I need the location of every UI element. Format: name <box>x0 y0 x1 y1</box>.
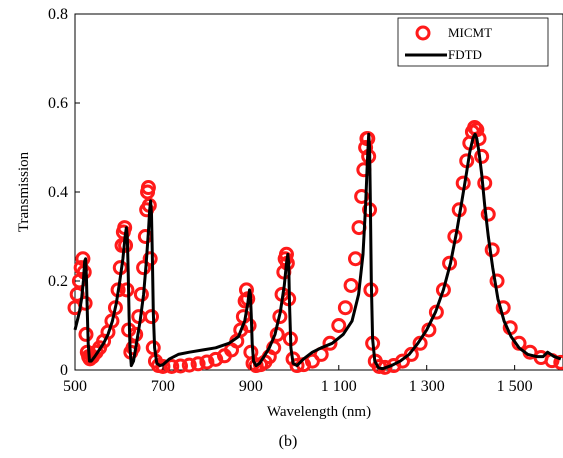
point-micmt <box>289 358 305 374</box>
plot-frame <box>74 13 563 371</box>
x-tick-label: 700 <box>151 378 175 395</box>
series-fdtd-line <box>73 132 562 371</box>
legend-label-micmt: MICMT <box>448 25 492 40</box>
point-micmt <box>238 282 254 298</box>
point-micmt <box>190 356 206 372</box>
point-micmt <box>343 277 359 293</box>
point-micmt <box>322 335 338 351</box>
point-micmt <box>553 354 563 370</box>
legend: MICMT FDTD <box>397 17 549 67</box>
point-micmt <box>347 251 363 267</box>
y-tick-label: 0.4 <box>48 184 68 201</box>
point-micmt <box>435 282 451 298</box>
x-tick-label: 900 <box>239 378 263 395</box>
point-micmt <box>133 286 149 302</box>
point-micmt <box>125 340 141 356</box>
point-micmt <box>477 175 493 191</box>
point-micmt <box>140 180 156 196</box>
legend-label-fdtd: FDTD <box>448 47 482 62</box>
y-tick-label: 0.2 <box>48 273 68 290</box>
legend-marker-micmt <box>415 25 431 41</box>
x-tick-label: 1 300 <box>409 378 445 395</box>
y-axis-label: Transmission <box>16 151 32 232</box>
point-micmt <box>77 295 93 311</box>
x-axis-label: Wavelength (nm) <box>267 404 371 420</box>
point-micmt <box>155 358 171 374</box>
point-micmt <box>142 251 158 267</box>
x-axis: 500 700 900 1 100 1 300 1 500 <box>63 365 533 395</box>
point-micmt <box>119 282 135 298</box>
point-micmt <box>337 300 353 316</box>
figure-caption: (b) <box>279 433 298 450</box>
point-micmt <box>354 188 370 204</box>
point-micmt <box>199 354 215 370</box>
point-micmt <box>78 326 94 342</box>
y-tick-label: 0 <box>60 362 68 379</box>
point-micmt <box>403 346 419 362</box>
x-tick-label: 500 <box>63 378 87 395</box>
point-micmt <box>181 357 197 373</box>
plot-area <box>67 13 563 375</box>
point-micmt <box>164 358 180 374</box>
series-layer <box>67 119 563 375</box>
point-micmt <box>480 206 496 222</box>
x-tick-label: 1 500 <box>497 378 533 395</box>
point-micmt <box>331 318 347 333</box>
x-tick-label: 1 100 <box>321 378 357 395</box>
y-axis: 0 0.2 0.4 0.6 0.8 <box>48 6 80 379</box>
point-micmt <box>474 148 490 164</box>
y-tick-label: 0.6 <box>48 95 68 112</box>
point-micmt <box>143 309 159 325</box>
point-micmt <box>358 140 374 155</box>
y-tick-label: 0.8 <box>48 6 68 23</box>
point-micmt <box>173 358 189 374</box>
